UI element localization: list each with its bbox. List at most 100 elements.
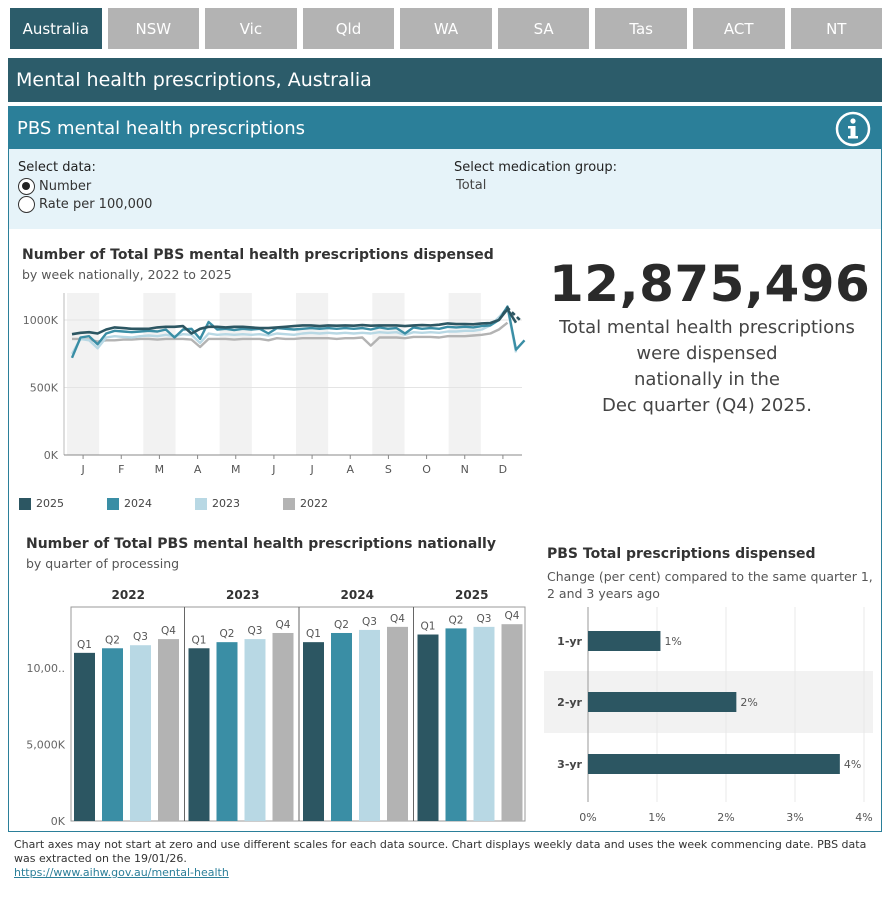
quarter-bar[interactable] — [188, 648, 210, 821]
x-tick-label: A — [346, 463, 354, 476]
tab-wa[interactable]: WA — [400, 8, 492, 49]
radio-number-control[interactable] — [18, 178, 35, 195]
weekly-line-chart: 1000K 500K 0K J F M A M J J A S O N D — [23, 293, 526, 476]
group-label: 2022 — [112, 588, 145, 602]
tab-act[interactable]: ACT — [692, 8, 785, 49]
group-label: 2023 — [226, 588, 259, 602]
quarter-bar[interactable] — [130, 645, 151, 821]
category-label: 2-yr — [557, 696, 582, 709]
radio-rate[interactable]: Rate per 100,000 — [18, 196, 152, 213]
month-band — [219, 293, 252, 455]
quarter-bar-label: Q4 — [276, 619, 291, 631]
quarter-bar-label: Q1 — [306, 628, 321, 640]
pbs-panel: PBS mental health prescriptions Select d… — [8, 106, 882, 832]
group-label: 2024 — [341, 588, 374, 602]
series-line-2024[interactable] — [70, 305, 526, 359]
filters-bar: Select data: Number Rate per 100,000 Sel… — [9, 149, 881, 229]
quarter-bar[interactable] — [417, 634, 439, 821]
medication-group-select[interactable]: Total — [456, 178, 487, 193]
category-label: 1-yr — [557, 635, 582, 648]
quarter-bar[interactable] — [387, 626, 408, 821]
legend-item-2025[interactable]: 2025 — [19, 497, 107, 510]
tab-nt[interactable]: NT — [790, 8, 883, 49]
line-chart-subtitle: by week nationally, 2022 to 2025 — [22, 267, 232, 282]
page-title: Mental health prescriptions, Australia — [8, 58, 882, 102]
quarter-bar[interactable] — [303, 642, 324, 821]
quarter-bar[interactable] — [244, 639, 266, 821]
series-line-2025[interactable] — [71, 307, 518, 336]
quarter-bar-label: Q3 — [362, 616, 377, 628]
quarter-bar[interactable] — [272, 632, 294, 821]
legend-label: 2025 — [36, 497, 64, 510]
state-tabs: Australia NSW Vic Qld WA SA Tas ACT NT — [10, 8, 883, 49]
x-tick-label: A — [194, 463, 202, 476]
tab-nsw[interactable]: NSW — [107, 8, 200, 49]
quarter-bar-label: Q3 — [248, 625, 263, 637]
series-line-2022[interactable] — [72, 321, 509, 349]
panel-title: PBS mental health prescriptions — [17, 117, 306, 139]
footer-link[interactable]: https://www.aihw.gov.au/mental-health — [14, 866, 229, 879]
radio-rate-label: Rate per 100,000 — [39, 197, 153, 212]
quarter-bar[interactable] — [102, 648, 123, 821]
legend-swatch — [19, 497, 31, 510]
x-tick-label: 1% — [648, 811, 665, 824]
change-bar-label: 2% — [740, 696, 757, 709]
month-band — [67, 293, 100, 455]
x-tick-label: O — [422, 463, 431, 476]
month-band — [143, 293, 176, 455]
x-tick-label: F — [118, 463, 124, 476]
change-bar[interactable] — [588, 631, 661, 651]
kpi-desc-line: were dispensed — [636, 343, 778, 364]
x-tick-label: M — [155, 463, 165, 476]
x-tick-label: J — [80, 463, 84, 476]
quarter-bar-label: Q4 — [390, 613, 405, 625]
quarter-bar-label: Q3 — [133, 631, 148, 643]
bar-chart-subtitle: by quarter of processing — [26, 556, 180, 571]
tab-tas[interactable]: Tas — [595, 8, 687, 49]
x-tick-label: 3% — [786, 811, 803, 824]
legend-item-2024[interactable]: 2024 — [107, 497, 195, 510]
quarter-bar-label: Q1 — [421, 621, 436, 633]
quarter-bar[interactable] — [501, 624, 523, 821]
bar-chart-title: Number of Total PBS mental health prescr… — [26, 536, 496, 552]
kpi-description: Total mental health prescriptions were d… — [545, 315, 869, 419]
quarter-bar[interactable] — [74, 652, 95, 821]
tab-qld[interactable]: Qld — [302, 8, 395, 49]
quarter-bar[interactable] — [359, 629, 380, 821]
kpi-desc-line: Dec quarter (Q4) 2025. — [602, 395, 812, 416]
legend-swatch — [195, 497, 207, 510]
select-data-label: Select data: — [18, 160, 96, 175]
x-tick-label: 2% — [717, 811, 734, 824]
tab-sa[interactable]: SA — [497, 8, 590, 49]
quarter-bar-label: Q4 — [505, 610, 520, 622]
legend-item-2023[interactable]: 2023 — [195, 497, 283, 510]
kpi-total-value: 12,875,496 — [549, 255, 871, 313]
info-icon[interactable] — [835, 111, 871, 147]
quarter-bar[interactable] — [216, 642, 238, 821]
quarter-bar-label: Q2 — [334, 619, 349, 631]
x-tick-label: 0% — [579, 811, 596, 824]
radio-rate-control[interactable] — [18, 196, 35, 213]
quarter-bar[interactable] — [331, 632, 352, 821]
x-tick-label: J — [271, 463, 275, 476]
x-tick-label: D — [499, 463, 507, 476]
series-line-2023[interactable] — [70, 306, 518, 355]
legend-swatch — [107, 497, 119, 510]
quarter-bar[interactable] — [445, 628, 467, 821]
change-bar[interactable] — [588, 692, 737, 712]
medication-group-label: Select medication group: — [454, 160, 618, 175]
month-band — [372, 293, 405, 455]
change-bar-label: 1% — [664, 635, 681, 648]
x-tick-label: M — [231, 463, 241, 476]
quarter-bar[interactable] — [158, 639, 179, 821]
y-tick-label: 10,00.. — [27, 662, 65, 675]
kpi-desc-line: nationally in the — [634, 369, 780, 390]
tab-australia[interactable]: Australia — [10, 8, 102, 49]
change-bar[interactable] — [588, 754, 840, 774]
y-tick-label: 1000K — [23, 314, 59, 327]
radio-number[interactable]: Number — [18, 178, 91, 195]
quarter-bar[interactable] — [473, 626, 495, 821]
tab-vic[interactable]: Vic — [205, 8, 297, 49]
legend-item-2022[interactable]: 2022 — [283, 497, 371, 510]
quarter-bar-label: Q3 — [477, 613, 492, 625]
